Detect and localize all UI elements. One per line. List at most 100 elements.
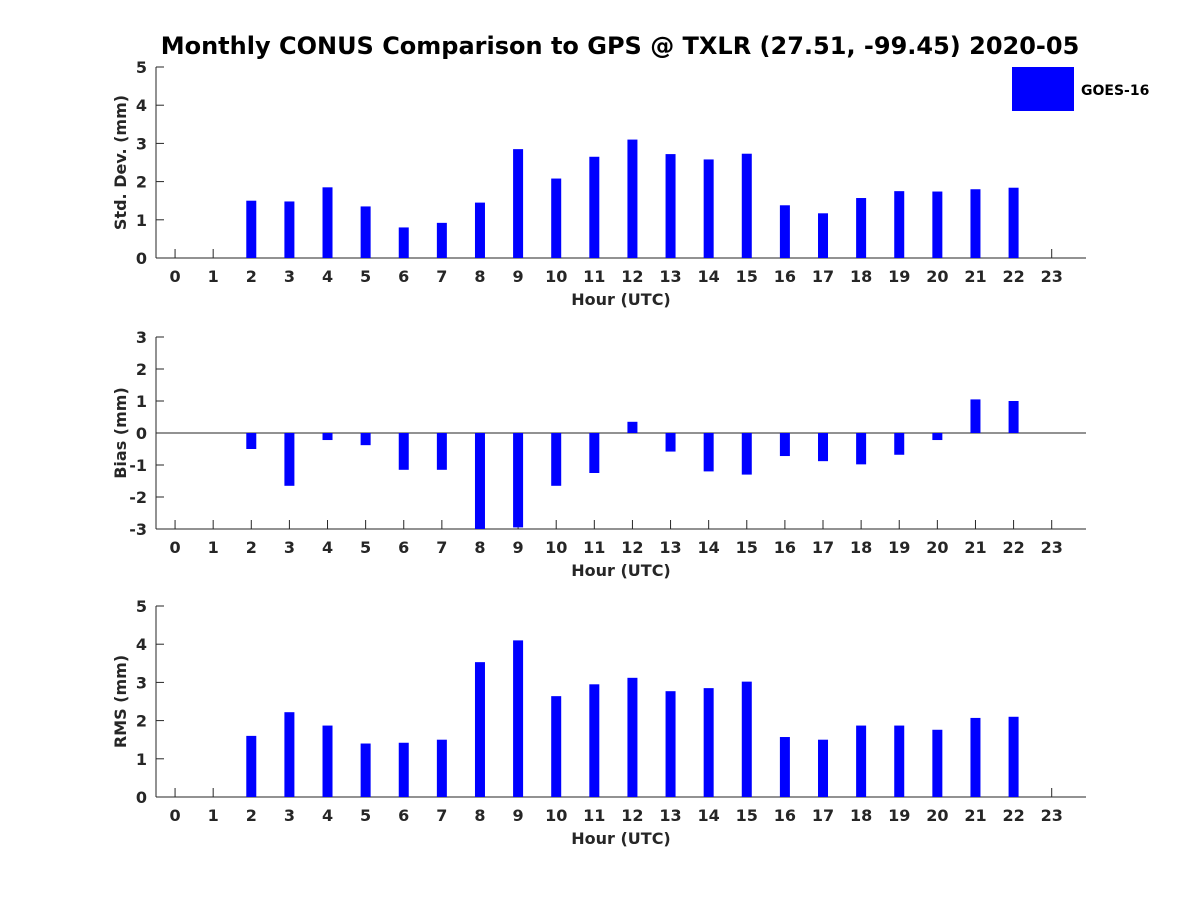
bias-y-tick-label: -3 <box>129 520 147 539</box>
rms-x-tick-label: 2 <box>246 806 257 825</box>
std-dev-x-tick-label: 16 <box>774 267 796 286</box>
std-dev-bar-hour-13 <box>665 154 676 258</box>
rms-bar-hour-19 <box>894 725 905 797</box>
std-dev-x-tick-label: 0 <box>169 267 180 286</box>
std-dev-x-tick-label: 2 <box>246 267 257 286</box>
bias-x-tick-label: 3 <box>284 538 295 557</box>
rms-x-tick-label: 8 <box>474 806 485 825</box>
rms-bar-hour-9 <box>513 640 524 797</box>
bias-bar-hour-5 <box>360 433 371 446</box>
bias-bar-hour-7 <box>436 433 447 470</box>
bias-bar-hour-21 <box>970 399 981 433</box>
rms-x-tick-label: 12 <box>621 806 643 825</box>
std-dev-y-axis-label: Std. Dev. (mm) <box>111 95 130 230</box>
rms-y-axis-label: RMS (mm) <box>111 655 130 748</box>
std-dev-x-tick-label: 22 <box>1002 267 1024 286</box>
std-dev-x-tick-label: 18 <box>850 267 872 286</box>
bias-bar-hour-12 <box>627 421 638 433</box>
std-dev-bar-hour-15 <box>741 153 752 258</box>
std-dev-x-tick-label: 5 <box>360 267 371 286</box>
bias-x-tick-label: 5 <box>360 538 371 557</box>
std-dev-y-tick-label: 2 <box>136 173 147 192</box>
rms-x-tick-label: 14 <box>698 806 720 825</box>
rms-bar-hour-2 <box>246 735 257 797</box>
bias-x-tick-label: 0 <box>169 538 180 557</box>
bias-x-tick-label: 20 <box>926 538 948 557</box>
rms-bar-hour-18 <box>856 725 867 797</box>
bias-bar-hour-4 <box>322 433 333 441</box>
std-dev-x-tick-label: 3 <box>284 267 295 286</box>
rms-x-tick-label: 15 <box>736 806 758 825</box>
bias-bar-hour-18 <box>856 433 867 465</box>
bias-bar-hour-8 <box>474 433 485 529</box>
std-dev-x-tick-label: 14 <box>698 267 720 286</box>
rms-x-tick-label: 19 <box>888 806 910 825</box>
rms-x-tick-label: 17 <box>812 806 834 825</box>
bias-bar-hour-9 <box>513 433 524 528</box>
rms-bar-hour-16 <box>779 737 790 797</box>
bias-bar-hour-11 <box>589 433 600 473</box>
rms-bar-hour-11 <box>589 684 600 797</box>
bias-bar-hour-19 <box>894 433 905 455</box>
std-dev-bar-hour-16 <box>779 205 790 258</box>
bias-bar-hour-6 <box>398 433 409 470</box>
rms-bar-hour-10 <box>551 696 562 797</box>
bias-y-tick-label: -2 <box>129 488 147 507</box>
bias-y-tick-label: -1 <box>129 456 147 475</box>
bias-x-tick-label: 7 <box>436 538 447 557</box>
rms-x-tick-label: 4 <box>322 806 333 825</box>
rms-y-tick-label: 4 <box>136 635 147 654</box>
rms-bar-hour-6 <box>398 742 409 797</box>
rms-bar-hour-12 <box>627 677 638 797</box>
std-dev-bar-hour-12 <box>627 139 638 258</box>
bias-x-tick-label: 13 <box>659 538 681 557</box>
std-dev-bar-hour-18 <box>856 198 867 258</box>
bias-x-tick-label: 9 <box>513 538 524 557</box>
bias-x-tick-label: 11 <box>583 538 605 557</box>
std-dev-bar-hour-20 <box>932 191 943 258</box>
std-dev-bar-hour-11 <box>589 156 600 258</box>
std-dev-x-tick-label: 6 <box>398 267 409 286</box>
rms-x-tick-label: 0 <box>169 806 180 825</box>
std-dev-bar-hour-8 <box>474 202 485 258</box>
std-dev-x-tick-label: 11 <box>583 267 605 286</box>
bias-x-tick-label: 12 <box>621 538 643 557</box>
std-dev-x-tick-label: 1 <box>208 267 219 286</box>
rms-bar-hour-17 <box>818 739 829 797</box>
std-dev-x-tick-label: 12 <box>621 267 643 286</box>
legend-label-goes-16: GOES-16 <box>1081 83 1149 99</box>
std-dev-bar-hour-6 <box>398 227 409 258</box>
rms-y-tick-label: 1 <box>136 750 147 769</box>
rms-x-tick-label: 18 <box>850 806 872 825</box>
rms-x-tick-label: 7 <box>436 806 447 825</box>
bias-x-tick-label: 10 <box>545 538 567 557</box>
std-dev-y-tick-label: 1 <box>136 211 147 230</box>
rms-y-tick-label: 2 <box>136 712 147 731</box>
std-dev-bar-hour-4 <box>322 187 333 258</box>
bias-x-tick-label: 22 <box>1002 538 1024 557</box>
rms-x-tick-label: 6 <box>398 806 409 825</box>
rms-x-tick-label: 16 <box>774 806 796 825</box>
std-dev-x-tick-label: 9 <box>513 267 524 286</box>
rms-bar-hour-8 <box>474 662 485 797</box>
rms-bar-hour-5 <box>360 743 371 797</box>
bias-y-tick-label: 0 <box>136 424 147 443</box>
std-dev-x-tick-label: 21 <box>964 267 986 286</box>
bias-x-tick-label: 16 <box>774 538 796 557</box>
bias-x-tick-label: 17 <box>812 538 834 557</box>
bias-y-tick-label: 1 <box>136 392 147 411</box>
bias-bar-hour-3 <box>284 433 295 486</box>
rms-y-tick-label: 3 <box>136 673 147 692</box>
rms-bar-hour-7 <box>436 739 447 797</box>
bias-bar-hour-17 <box>818 433 829 462</box>
bias-bar-hour-16 <box>779 433 790 457</box>
rms-bar-hour-20 <box>932 729 943 797</box>
bias-y-axis-label: Bias (mm) <box>111 387 130 479</box>
rms-x-tick-label: 23 <box>1041 806 1063 825</box>
bias-bar-hour-13 <box>665 433 676 452</box>
std-dev-x-tick-label: 10 <box>545 267 567 286</box>
rms-x-tick-label: 3 <box>284 806 295 825</box>
bias-bar-hour-20 <box>932 433 943 441</box>
